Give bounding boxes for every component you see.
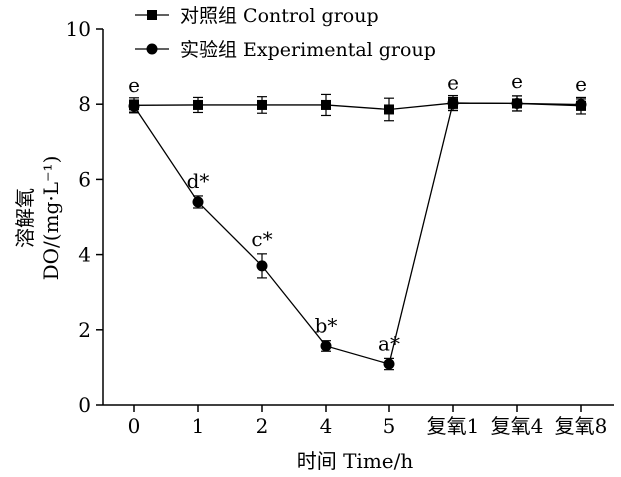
significance-label: e xyxy=(447,70,459,94)
data-point xyxy=(447,97,459,109)
y-tick-label: 8 xyxy=(78,92,91,116)
series-group: e d* c* b* a* e e e xyxy=(128,69,587,371)
legend-label: 实验组 Experimental group xyxy=(180,39,436,61)
significance-label: e xyxy=(128,73,140,97)
legend: 对照组 Control group 实验组 Experimental group xyxy=(135,5,436,61)
legend-item: 实验组 Experimental group xyxy=(135,39,436,61)
y-axis-title-line1: 溶解氧 xyxy=(13,188,37,248)
data-point xyxy=(575,99,587,111)
series-experimental: e d* c* b* a* e e e xyxy=(128,69,587,371)
y-tick-label: 2 xyxy=(78,318,91,342)
significance-label: c* xyxy=(251,227,272,251)
significance-label: e xyxy=(575,72,587,96)
x-tick-label: 复氧4 xyxy=(491,414,544,438)
legend-item: 对照组 Control group xyxy=(135,5,379,27)
x-tick-label: 1 xyxy=(192,414,205,438)
x-axis-title: 时间 Time/h xyxy=(297,449,414,473)
x-tick-label: 2 xyxy=(256,414,269,438)
x-tick-label: 复氧1 xyxy=(427,414,480,438)
x-tick-label: 5 xyxy=(383,414,396,438)
series-line xyxy=(133,102,582,365)
legend-marker xyxy=(146,43,158,55)
legend-label: 对照组 Control group xyxy=(180,5,379,27)
data-point xyxy=(193,99,203,110)
data-point xyxy=(383,358,395,370)
x-tick-label: 4 xyxy=(320,414,333,438)
y-tick-label: 6 xyxy=(78,167,91,191)
data-point xyxy=(256,260,268,272)
data-point xyxy=(320,340,332,352)
y-tick-label: 0 xyxy=(78,393,91,417)
data-point xyxy=(128,100,140,112)
x-tick-label: 复氧8 xyxy=(555,414,608,438)
axes: 0 2 4 6 8 10 0 1 2 4 5 复氧1 复氧4 复氧8 xyxy=(66,17,614,438)
significance-label: a* xyxy=(378,331,400,355)
significance-label: d* xyxy=(187,169,210,193)
x-tick-label: 0 xyxy=(128,414,141,438)
y-tick-label: 4 xyxy=(78,243,91,267)
y-axis-title-line2: DO/(mg·L⁻¹) xyxy=(39,156,63,281)
legend-marker xyxy=(147,10,157,20)
data-point xyxy=(321,99,331,110)
significance-label: e xyxy=(511,69,523,93)
y-tick-label: 10 xyxy=(66,17,91,41)
data-point xyxy=(192,196,204,208)
data-point xyxy=(257,99,267,110)
data-point xyxy=(384,104,394,115)
data-point xyxy=(511,97,523,109)
significance-label: b* xyxy=(315,314,338,338)
